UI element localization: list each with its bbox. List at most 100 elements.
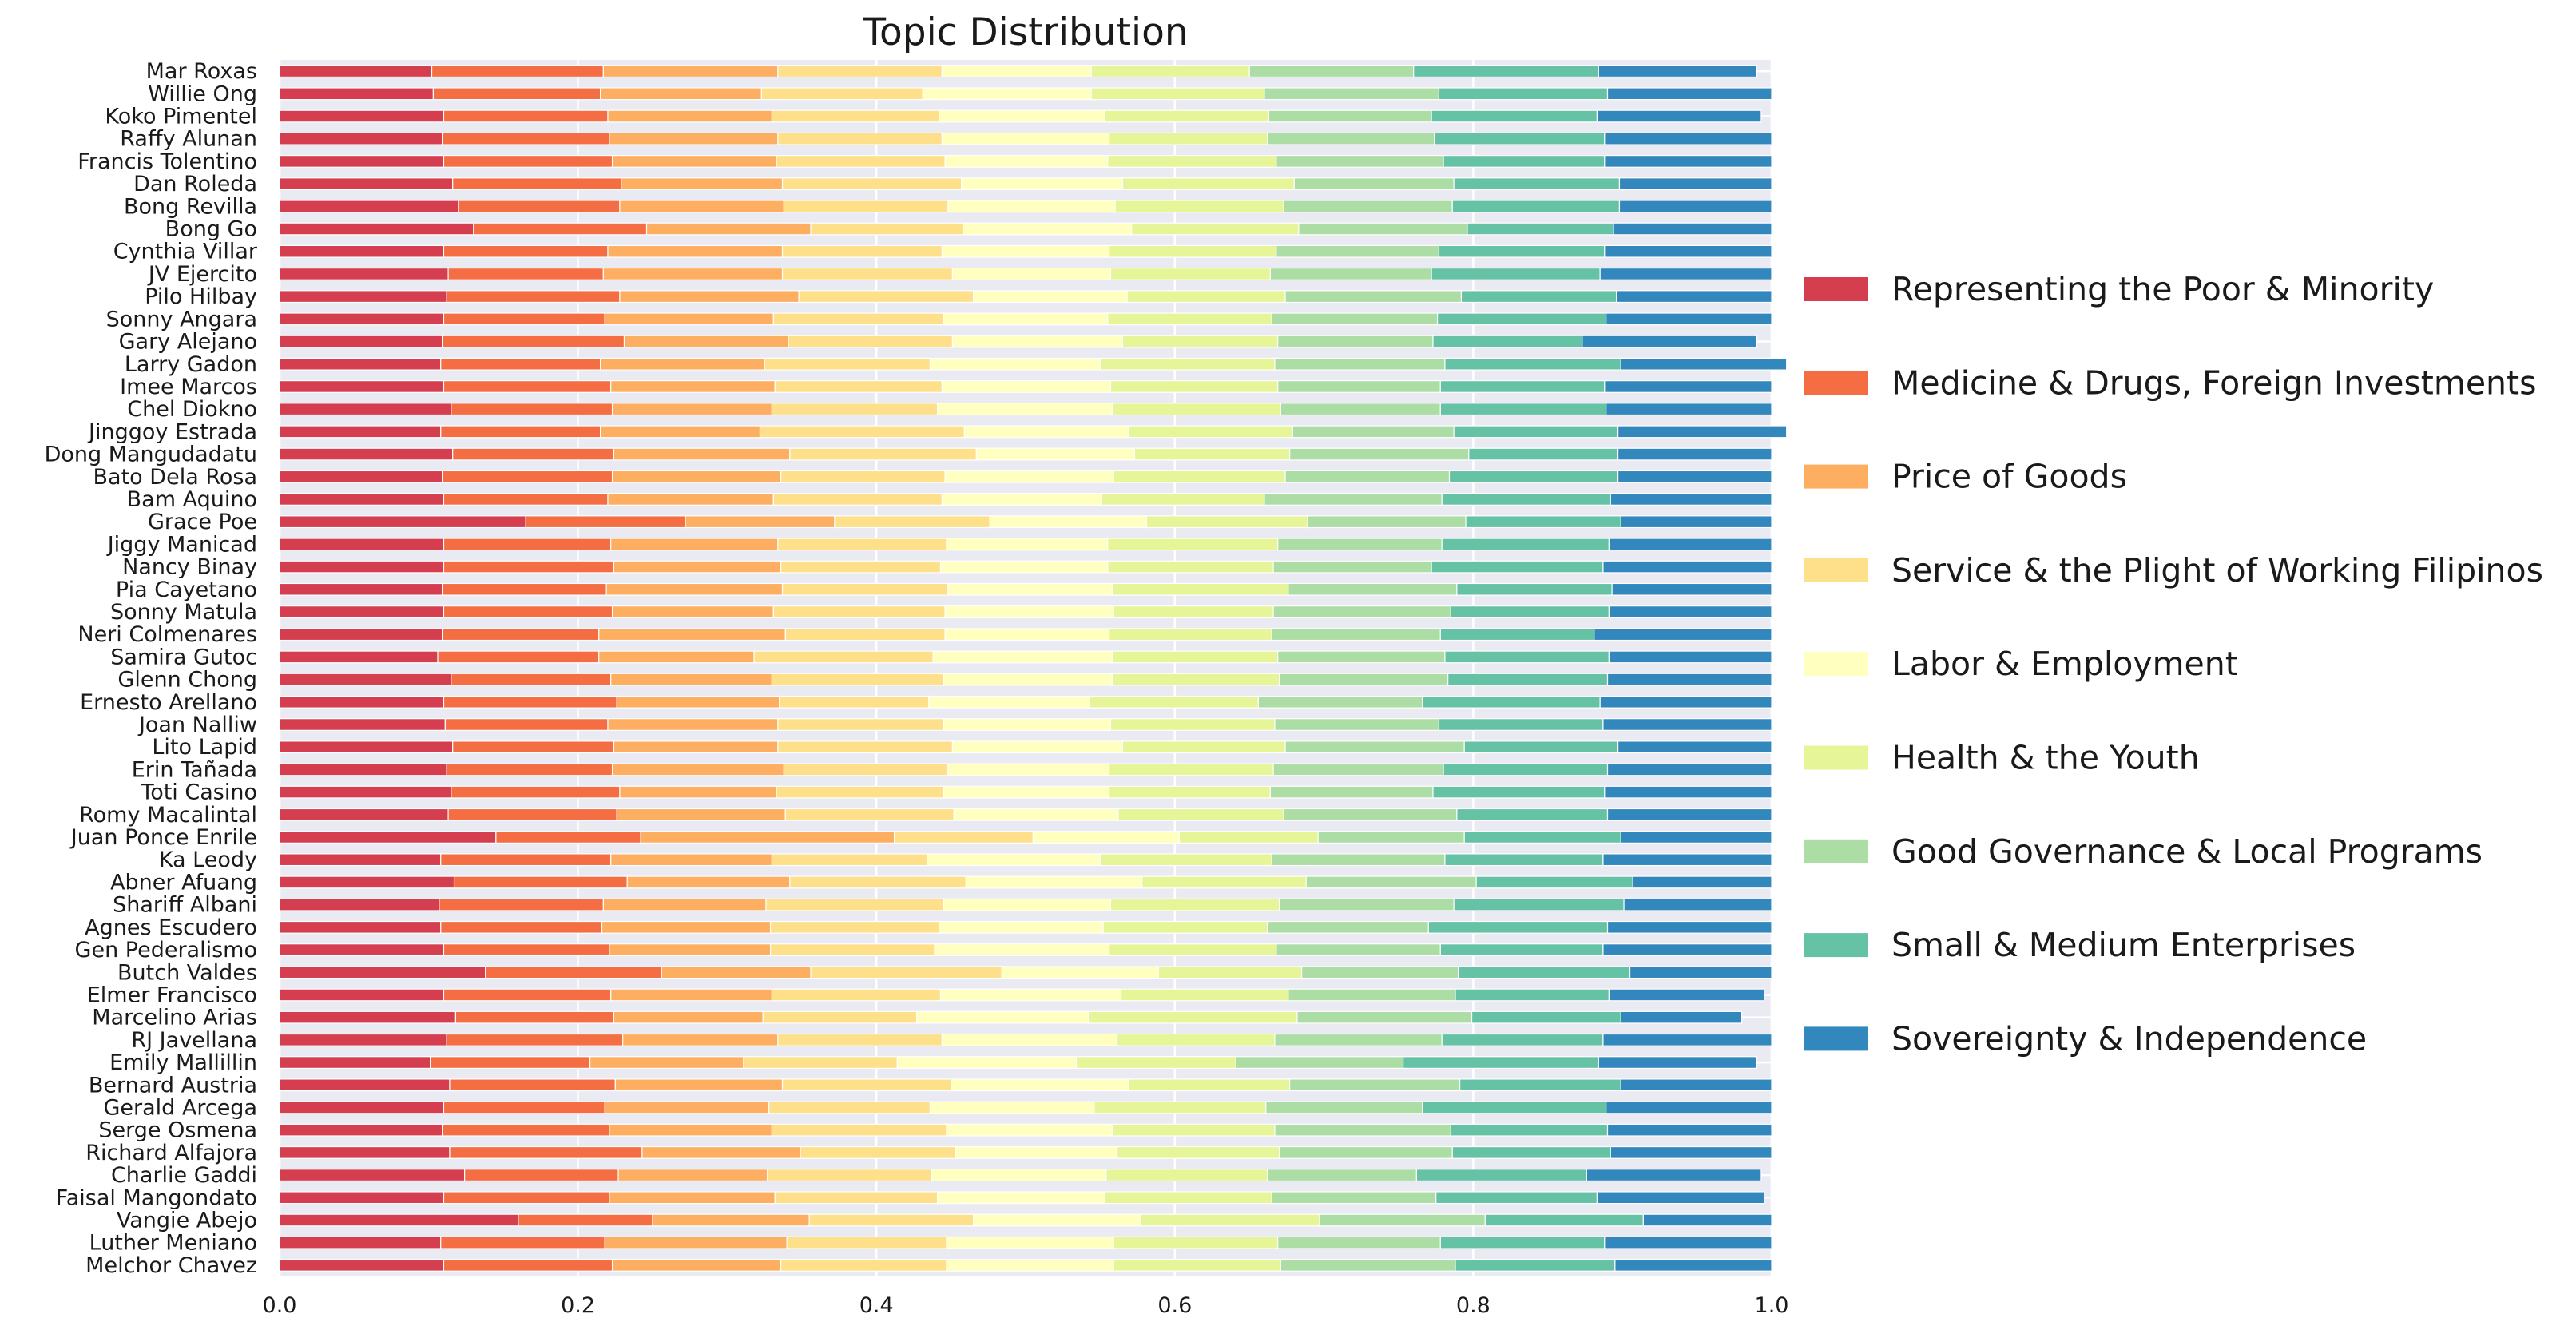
legend-label: Price of Goods [1891, 458, 2127, 496]
bar-segment [458, 200, 621, 213]
bar-segment [777, 718, 944, 731]
bar-segment [834, 515, 990, 529]
bar-segment [779, 695, 930, 709]
y-tick-label: Cynthia Villar [113, 240, 258, 264]
bar-segment [783, 200, 949, 213]
bar-segment [442, 335, 625, 348]
bar-segment [944, 605, 1114, 618]
bar-segment [929, 1101, 1095, 1114]
bar-segment [783, 763, 949, 776]
bar-segment [1109, 718, 1276, 731]
bar-segment [661, 966, 812, 979]
legend-label: Small & Medium Enterprises [1891, 926, 2356, 964]
bar-segment [774, 380, 943, 393]
bar-segment [1283, 200, 1453, 213]
bar-segment [645, 222, 812, 236]
bar-segment [640, 831, 895, 844]
bar-segment [279, 718, 446, 731]
bar-segment [955, 1145, 1117, 1159]
bar-segment [808, 1213, 974, 1227]
bar-segment [951, 335, 1124, 348]
bar-segment [1606, 673, 1772, 686]
bar-segment [1475, 875, 1633, 889]
bar-segment [939, 560, 1109, 574]
bar-segment [1455, 988, 1610, 1002]
bar-segment [769, 920, 940, 934]
bar-segment [602, 898, 767, 911]
bar-segment [781, 177, 963, 191]
bar-segment [1317, 831, 1465, 844]
y-tick-label: Bong Go [165, 217, 257, 242]
bar-segment [621, 177, 784, 191]
bar-row [279, 763, 1772, 776]
bar-segment [1278, 898, 1455, 911]
bar-row [279, 695, 1772, 709]
y-tick-label: Lito Lapid [152, 735, 257, 760]
bar-segment [611, 470, 782, 483]
bar-row [279, 966, 1772, 979]
bar-segment [1436, 312, 1607, 326]
bar-segment [279, 177, 454, 191]
bar-segment [781, 582, 949, 596]
bar-segment [1620, 831, 1772, 844]
bar-segment [1109, 785, 1271, 799]
legend: Representing the Poor & Minority Medicine… [1804, 270, 2543, 1058]
legend-item: Health & the Youth [1804, 739, 2200, 777]
bar-segment [1284, 290, 1463, 304]
bar-row [279, 740, 1772, 754]
bar-segment [1439, 943, 1604, 956]
bar-segment [1267, 920, 1429, 934]
y-tick-label: Erin Tañada [132, 757, 257, 782]
bar-segment [961, 177, 1124, 191]
bar-segment [1606, 920, 1772, 934]
bar-segment [279, 244, 445, 258]
bar-segment [1432, 335, 1583, 348]
bar-segment [443, 312, 605, 326]
bar-row [279, 1169, 1762, 1182]
bar-segment [1109, 268, 1271, 280]
bar-segment [1307, 515, 1467, 529]
bar-segment [1586, 1169, 1762, 1182]
bar-segment [768, 1101, 931, 1114]
y-tick-label: Bernard Austria [89, 1073, 257, 1098]
bar-segment [1107, 312, 1272, 326]
bar-segment [1463, 831, 1621, 844]
bar-segment [1456, 582, 1613, 596]
bar-segment [800, 1145, 956, 1159]
bar-segment [452, 447, 615, 461]
bar-row [279, 920, 1772, 934]
bar-row [279, 628, 1772, 641]
x-tick-label: 0.2 [561, 1293, 595, 1318]
bar-segment [451, 673, 612, 686]
bar-row [279, 898, 1772, 911]
bar-segment [771, 1123, 947, 1137]
bar-segment [1271, 628, 1441, 641]
bar-segment [443, 109, 609, 123]
legend-swatch [1804, 652, 1868, 677]
bar-segment [1599, 268, 1772, 280]
bar-segment [279, 493, 445, 506]
bar-segment [1104, 109, 1270, 123]
bar-segment [611, 605, 774, 618]
bar-row [279, 200, 1772, 213]
legend-swatch [1804, 371, 1868, 395]
bar-segment [611, 763, 784, 776]
bar-segment [279, 966, 486, 979]
bar-row [279, 943, 1772, 956]
bar-segment [771, 403, 939, 416]
bar-segment [777, 538, 947, 551]
y-tick-label: Marcelino Arias [92, 1006, 257, 1030]
bar-segment [939, 109, 1105, 123]
bar-row [279, 109, 1762, 123]
bar-segment [279, 403, 452, 416]
bar-segment [1269, 785, 1434, 799]
bar-segment [279, 222, 474, 236]
bar-segment [943, 312, 1109, 326]
bar-segment [1277, 538, 1443, 551]
bar-segment [1471, 1010, 1621, 1024]
bar-segment [1438, 718, 1604, 731]
legend-label: Sovereignty & Independence [1891, 1019, 2367, 1058]
bar-segment [1604, 1236, 1772, 1249]
bar-segment [607, 718, 779, 731]
bar-segment [1444, 853, 1604, 867]
